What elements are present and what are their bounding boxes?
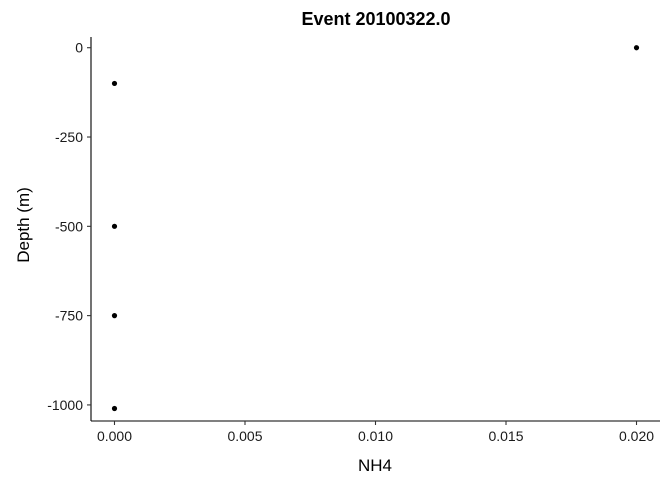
data-points	[111, 45, 640, 412]
y-tick-label: 0	[75, 40, 83, 56]
y-tick-label: -250	[55, 129, 83, 145]
y-axis-label: Depth (m)	[14, 187, 33, 263]
x-ticks: 0.000 0.005 0.010 0.015 0.020	[97, 421, 654, 444]
y-ticks: 0 -250 -500 -750 -1000	[47, 40, 91, 413]
data-point	[111, 405, 118, 412]
x-tick-label: 0.000	[97, 428, 132, 444]
y-tick-label: -750	[55, 308, 83, 324]
x-axis-label: NH4	[358, 456, 392, 475]
y-tick-label: -500	[55, 218, 83, 234]
data-point	[111, 80, 118, 87]
data-point	[111, 313, 118, 319]
x-tick-label: 0.005	[227, 428, 262, 444]
x-tick-label: 0.020	[619, 428, 654, 444]
data-point	[633, 45, 640, 51]
x-axis: 0.000 0.005 0.010 0.015 0.020	[91, 420, 660, 444]
x-tick-label: 0.015	[488, 428, 523, 444]
y-axis: 0 -250 -500 -750 -1000	[47, 37, 92, 421]
x-tick-label: 0.010	[358, 428, 393, 444]
data-point	[111, 223, 118, 229]
y-tick-label: -1000	[47, 397, 83, 413]
chart-title: Event 20100322.0	[301, 9, 450, 29]
